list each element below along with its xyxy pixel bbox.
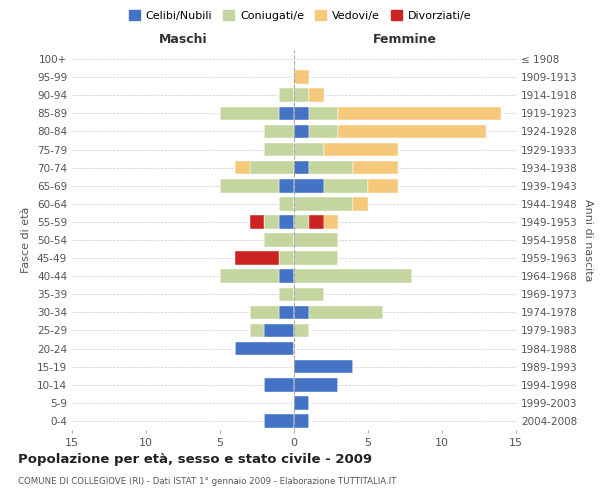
Text: Femmine: Femmine (373, 34, 437, 46)
Text: Popolazione per età, sesso e stato civile - 2009: Popolazione per età, sesso e stato civil… (18, 452, 372, 466)
Bar (294, 306, 309, 319)
Bar (279, 197, 294, 210)
Bar (279, 288, 294, 301)
Bar (279, 179, 294, 192)
Bar (235, 252, 279, 265)
Bar (294, 252, 338, 265)
Y-axis label: Anni di nascita: Anni di nascita (583, 198, 593, 281)
Bar (279, 88, 294, 102)
Bar (250, 324, 265, 338)
Bar (235, 161, 250, 174)
Bar (220, 179, 279, 192)
Bar (250, 161, 294, 174)
Bar (294, 324, 309, 338)
Bar (294, 215, 309, 228)
Bar (294, 70, 309, 84)
Bar (323, 142, 398, 156)
Bar (309, 161, 353, 174)
Bar (368, 179, 398, 192)
Bar (294, 161, 309, 174)
Bar (294, 360, 353, 374)
Bar (279, 215, 294, 228)
Bar (309, 215, 323, 228)
Bar (309, 124, 338, 138)
Bar (265, 324, 294, 338)
Bar (294, 233, 338, 247)
Bar (265, 378, 294, 392)
Bar (294, 270, 412, 283)
Bar (294, 197, 353, 210)
Y-axis label: Fasce di età: Fasce di età (22, 207, 31, 273)
Bar (338, 106, 501, 120)
Bar (279, 106, 294, 120)
Bar (265, 215, 279, 228)
Bar (294, 124, 309, 138)
Bar (294, 106, 309, 120)
Bar (294, 414, 309, 428)
Text: Maschi: Maschi (158, 34, 208, 46)
Bar (294, 288, 323, 301)
Bar (323, 215, 338, 228)
Bar (294, 88, 309, 102)
Bar (279, 252, 294, 265)
Bar (220, 106, 279, 120)
Bar (353, 197, 368, 210)
Bar (323, 179, 368, 192)
Bar (353, 161, 398, 174)
Bar (309, 106, 338, 120)
Bar (265, 414, 294, 428)
Bar (294, 179, 323, 192)
Bar (265, 124, 294, 138)
Text: COMUNE DI COLLEGIOVE (RI) - Dati ISTAT 1° gennaio 2009 - Elaborazione TUTTITALIA: COMUNE DI COLLEGIOVE (RI) - Dati ISTAT 1… (18, 478, 397, 486)
Bar (220, 270, 279, 283)
Bar (338, 124, 487, 138)
Bar (265, 233, 294, 247)
Bar (294, 378, 338, 392)
Bar (265, 142, 294, 156)
Bar (250, 306, 279, 319)
Bar (279, 270, 294, 283)
Legend: Celibi/Nubili, Coniugati/e, Vedovi/e, Divorziati/e: Celibi/Nubili, Coniugati/e, Vedovi/e, Di… (124, 6, 476, 25)
Bar (309, 306, 383, 319)
Bar (309, 88, 323, 102)
Bar (235, 342, 294, 355)
Bar (294, 396, 309, 409)
Bar (294, 142, 323, 156)
Bar (250, 215, 265, 228)
Bar (279, 306, 294, 319)
